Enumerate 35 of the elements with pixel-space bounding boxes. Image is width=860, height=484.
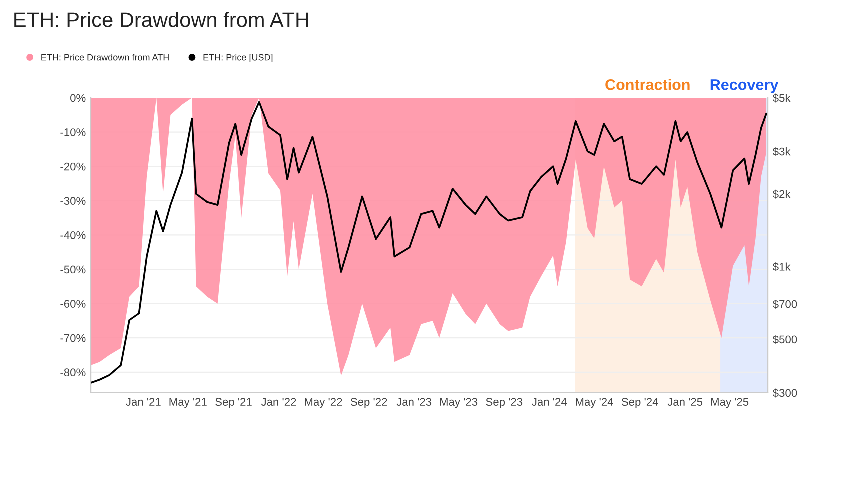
x-tick-label: Sep '21: [216, 398, 252, 408]
legend-label: ETH: Price Drawdown from ATH: [42, 54, 169, 61]
x-tick-label: May '23: [440, 398, 478, 408]
x-tick-label: Sep '23: [486, 398, 523, 408]
y-tick-label: -60%: [60, 300, 86, 308]
y2-tick-label: $300: [772, 388, 798, 398]
x-tick-label: Sep '22: [350, 398, 388, 408]
y-tick-label: -20%: [60, 162, 86, 171]
x-tick-label: Jan '24: [532, 398, 568, 406]
y-tick-label: -50%: [60, 266, 86, 274]
y-tick-label: -40%: [60, 231, 86, 240]
band-label: Contraction: [606, 79, 690, 90]
y2-tick-label: $1k: [772, 262, 791, 272]
y-tick-label: -80%: [60, 368, 86, 377]
x-tick-label: May '22: [305, 398, 342, 408]
x-tick-label: Jan '21: [126, 398, 161, 406]
x-tick-label: Jan '23: [396, 398, 432, 406]
y2-tick-label: $3k: [772, 147, 791, 156]
y2-tick-label: $500: [772, 335, 798, 344]
chart-title: ETH: Price Drawdown from ATH: [14, 12, 308, 28]
y-tick-label: -70%: [60, 334, 86, 342]
band-label: Recovery: [710, 80, 779, 94]
y2-tick-label: $2k: [772, 190, 791, 199]
y2-tick-label: $5k: [772, 94, 791, 103]
legend-label: ETH: Price [USD]: [204, 54, 273, 63]
y-tick-label: -10%: [60, 128, 86, 136]
y2-tick-label: $700: [772, 300, 798, 309]
x-tick-label: May '25: [711, 398, 749, 408]
x-tick-label: Jan '25: [668, 398, 703, 406]
x-tick-label: May '21: [170, 398, 207, 408]
y-tick-label: 0%: [70, 94, 86, 102]
y-tick-label: -30%: [60, 197, 86, 206]
x-tick-label: May '24: [576, 398, 614, 408]
x-tick-label: Sep '24: [622, 398, 658, 408]
x-tick-label: Jan '22: [261, 398, 296, 406]
